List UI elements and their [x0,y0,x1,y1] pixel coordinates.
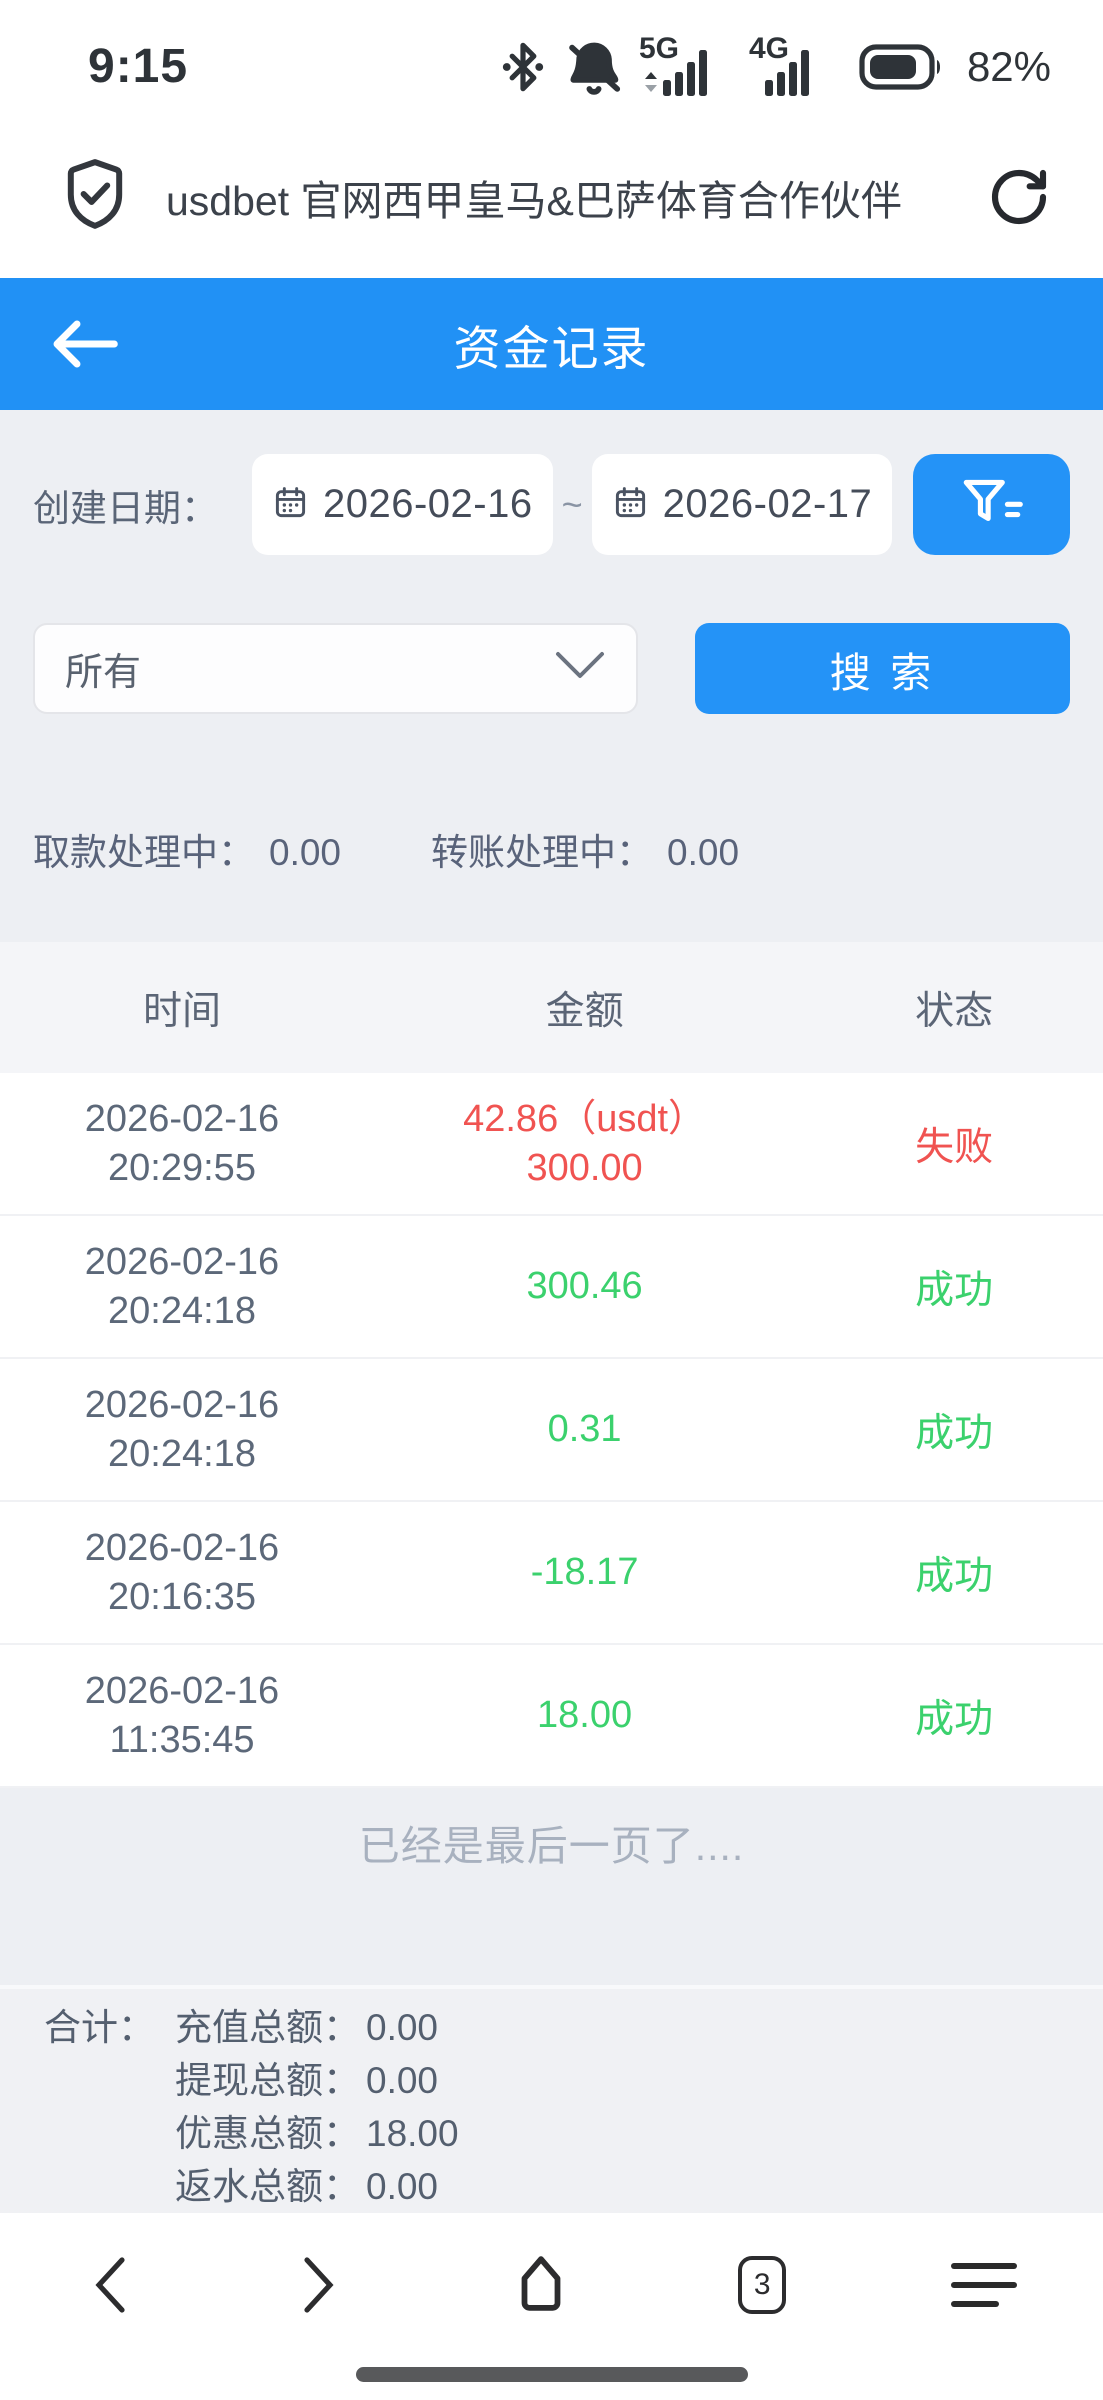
status-icons: 5G 4G [497,31,1051,100]
summary-row-deposit: 充值总额： 0.00 [175,2007,439,2048]
cell-amount: 300.46 [526,1265,643,1307]
withdraw-processing-label: 取款处理中： [33,832,255,873]
app-header: 资金记录 [0,278,1103,410]
cell-amount: 42.86（usdt） 300.00 [463,1097,707,1189]
processing-stats: 取款处理中： 0.00 转账处理中： 0.00 [33,825,1070,873]
nav-menu-icon[interactable] [951,2262,1017,2307]
date-to-value: 2026-02-17 [662,482,873,526]
network-type-label: 4G [748,31,789,65]
table-row: 2026-02-16 20:24:18 300.46 成功 [0,1216,1103,1359]
cell-status: 成功 [805,1688,1103,1744]
content-area: 创建日期： 2026-02-16 ~ 2026-02-17 [0,410,1103,2213]
summary-rows: 充值总额： 0.00 提现总额： 0.00 优惠总额： 18.00 返水总额： … [175,2001,459,2213]
cell-status: 失败 [805,1116,1103,1172]
status-badge: 成功 [915,1554,994,1598]
withdraw-processing-value: 0.00 [269,832,342,873]
battery-percent: 82% [966,42,1051,90]
cell-amount: 0.31 [547,1408,622,1450]
network-type-label: 5G [638,31,679,65]
table-row: 2026-02-16 20:29:55 42.86（usdt） 300.00 失… [0,1073,1103,1216]
summary-row-bonus: 优惠总额： 18.00 [175,2113,459,2154]
status-badge: 成功 [915,1411,994,1455]
cell-time: 2026-02-16 11:35:45 [84,1669,280,1761]
calendar-icon [612,484,649,526]
nav-back-icon[interactable] [86,2254,132,2316]
cell-time: 2026-02-16 20:24:18 [84,1240,280,1332]
refresh-icon[interactable] [987,165,1051,229]
table-row: 2026-02-16 11:35:45 18.00 成功 [0,1645,1103,1788]
gesture-handle[interactable] [355,2367,748,2382]
page-url-title[interactable]: usdbet 官网西甲皇马&巴萨体育合作伙伴 [166,177,902,224]
column-header-time: 时间 [142,989,221,1033]
transfer-processing-label: 转账处理中： [431,832,654,873]
browser-bottom-nav: 3 [0,2213,1103,2400]
summary-row-rebate: 返水总额： 0.00 [175,2166,439,2207]
browser-address-bar[interactable]: usdbet 官网西甲皇马&巴萨体育合作伙伴 [0,115,1103,278]
cell-amount: -18.17 [530,1551,639,1593]
status-time: 9:15 [88,40,189,93]
date-range-separator: ~ [561,483,583,525]
nav-tabs-icon[interactable]: 3 [738,2255,787,2314]
type-dropdown[interactable]: 所有 [33,623,638,714]
transactions-table: 时间 金额 状态 2026-02-16 20:29:55 42.86（usdt）… [0,942,1103,1788]
nav-home-icon[interactable] [508,2252,574,2318]
table-row: 2026-02-16 20:16:35 -18.17 成功 [0,1502,1103,1645]
cell-time: 2026-02-16 20:16:35 [84,1526,280,1618]
date-from-value: 2026-02-16 [323,482,533,526]
cell-time: 2026-02-16 20:24:18 [84,1383,280,1475]
cell-status: 成功 [805,1259,1103,1315]
bluetooth-icon [497,37,549,97]
tab-count: 3 [753,2267,771,2301]
filter-button[interactable] [913,454,1070,555]
date-from-input[interactable]: 2026-02-16 [252,454,553,555]
shield-check-icon[interactable] [60,157,130,236]
table-row: 2026-02-16 20:24:18 0.31 成功 [0,1359,1103,1502]
totals-summary: 合计： 充值总额： 0.00 提现总额： 0.00 优惠总额： 18.00 返水… [0,1985,1103,2213]
status-bar: 9:15 5G [0,0,1103,115]
summary-row-withdraw: 提现总额： 0.00 [175,2060,439,2101]
table-header: 时间 金额 状态 [0,942,1103,1073]
transfer-processing: 转账处理中： 0.00 [431,822,739,876]
back-arrow-icon[interactable] [42,312,128,376]
date-filter-row: 创建日期： 2026-02-16 ~ 2026-02-17 [33,410,1070,555]
withdraw-processing: 取款处理中： 0.00 [33,822,341,876]
search-button[interactable]: 搜 索 [695,623,1070,714]
summary-total-label: 合计： [44,2007,155,2048]
type-dropdown-value: 所有 [65,652,142,694]
status-badge: 失败 [915,1125,994,1169]
status-badge: 成功 [915,1268,994,1312]
cell-amount: 18.00 [537,1694,633,1736]
notifications-off-icon [563,36,625,98]
nav-forward-icon[interactable] [297,2254,343,2316]
battery-icon [859,43,947,91]
column-header-status: 状态 [915,989,994,1033]
transfer-processing-value: 0.00 [667,832,740,873]
chevron-down-icon [554,646,606,691]
page-title: 资金记录 [453,321,650,375]
cell-status: 成功 [805,1402,1103,1458]
type-filter-row: 所有 搜 索 [33,623,1070,714]
calendar-icon [272,484,309,526]
funnel-filter-icon [956,471,1028,538]
status-badge: 成功 [915,1697,994,1741]
tabs-count-box: 3 [738,2255,787,2314]
signal-4g-icon: 4G [748,31,845,100]
column-header-amount: 金额 [545,989,624,1033]
cell-time: 2026-02-16 20:29:55 [84,1097,280,1189]
signal-5g-icon: 5G [638,31,735,100]
end-of-list-message: 已经是最后一页了.... [358,1823,745,1869]
date-to-input[interactable]: 2026-02-17 [591,454,893,555]
cell-status: 成功 [805,1545,1103,1601]
date-filter-label: 创建日期： [33,487,218,529]
